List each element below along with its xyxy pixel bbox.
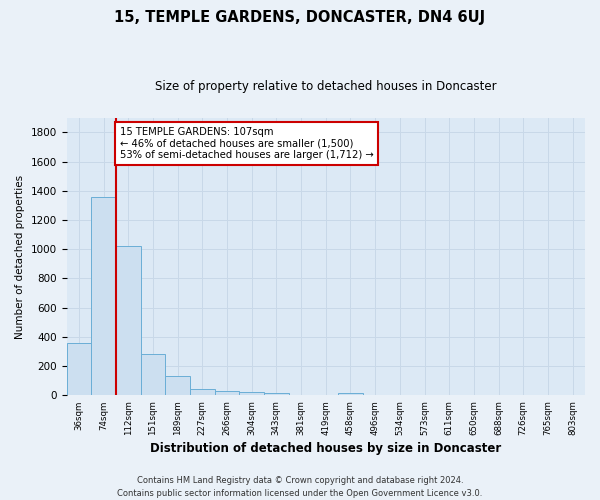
Bar <box>190 388 215 396</box>
Bar <box>264 393 289 396</box>
Text: 15 TEMPLE GARDENS: 107sqm
← 46% of detached houses are smaller (1,500)
53% of se: 15 TEMPLE GARDENS: 107sqm ← 46% of detac… <box>119 126 373 160</box>
Bar <box>215 391 239 396</box>
Bar <box>140 354 165 396</box>
Bar <box>91 196 116 396</box>
Text: 15, TEMPLE GARDENS, DONCASTER, DN4 6UJ: 15, TEMPLE GARDENS, DONCASTER, DN4 6UJ <box>115 10 485 25</box>
Title: Size of property relative to detached houses in Doncaster: Size of property relative to detached ho… <box>155 80 497 93</box>
Bar <box>338 392 363 396</box>
Bar <box>67 342 91 396</box>
Y-axis label: Number of detached properties: Number of detached properties <box>15 174 25 338</box>
Bar <box>116 246 140 396</box>
Bar <box>239 392 264 396</box>
Text: Contains HM Land Registry data © Crown copyright and database right 2024.
Contai: Contains HM Land Registry data © Crown c… <box>118 476 482 498</box>
X-axis label: Distribution of detached houses by size in Doncaster: Distribution of detached houses by size … <box>150 442 502 455</box>
Bar <box>165 376 190 396</box>
